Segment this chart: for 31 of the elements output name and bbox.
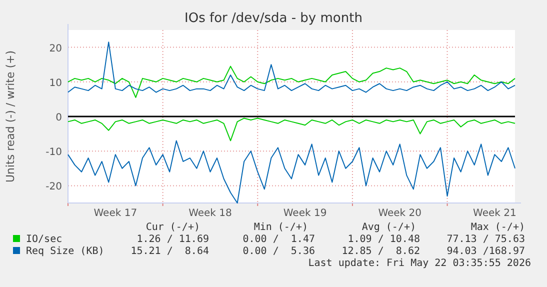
- y-tick-label: -20: [46, 182, 62, 193]
- legend-label: IO/sec: [26, 234, 62, 245]
- text: 12.85 / 8.62: [342, 246, 420, 257]
- text: 77.13 / 75.63: [446, 234, 525, 245]
- y-tick-label: 0: [56, 112, 62, 124]
- line-series: [68, 66, 516, 98]
- text: Cur (-/+): [146, 222, 200, 233]
- y-tick-label: -10: [46, 147, 62, 158]
- x-tick-label: Week 17: [94, 208, 138, 219]
- x-tick-label: Week 18: [188, 208, 232, 219]
- text: 15.21 / 8.64: [130, 246, 209, 257]
- chart-title: IOs for /dev/sda - by month: [184, 11, 362, 26]
- text: 94.03 /168.97: [446, 246, 525, 257]
- line-series: [68, 42, 516, 93]
- text: 0.00 / 5.36: [242, 246, 315, 257]
- line-series: [68, 118, 516, 142]
- line-series: [68, 140, 516, 204]
- text: Avg (-/+): [362, 222, 416, 233]
- text: 1.09 / 10.48: [348, 234, 420, 245]
- y-tick-label: 20: [49, 43, 62, 54]
- x-tick-label: Week 19: [283, 208, 327, 219]
- text: 1.26 / 11.69: [136, 234, 209, 245]
- legend-label: Req Size (KB): [26, 246, 104, 257]
- text: 0.00 / 1.47: [242, 234, 315, 245]
- text: Min (-/+): [254, 222, 308, 233]
- text: Last update: Fri May 22 03:35:55 2026: [308, 258, 531, 269]
- x-tick-label: Week 20: [378, 208, 422, 219]
- y-axis-title: Units read (-) / write (+): [4, 50, 17, 183]
- y-tick-label: 10: [49, 78, 62, 89]
- text: Max (-/+): [470, 222, 525, 233]
- x-tick-label: Week 21: [473, 208, 516, 219]
